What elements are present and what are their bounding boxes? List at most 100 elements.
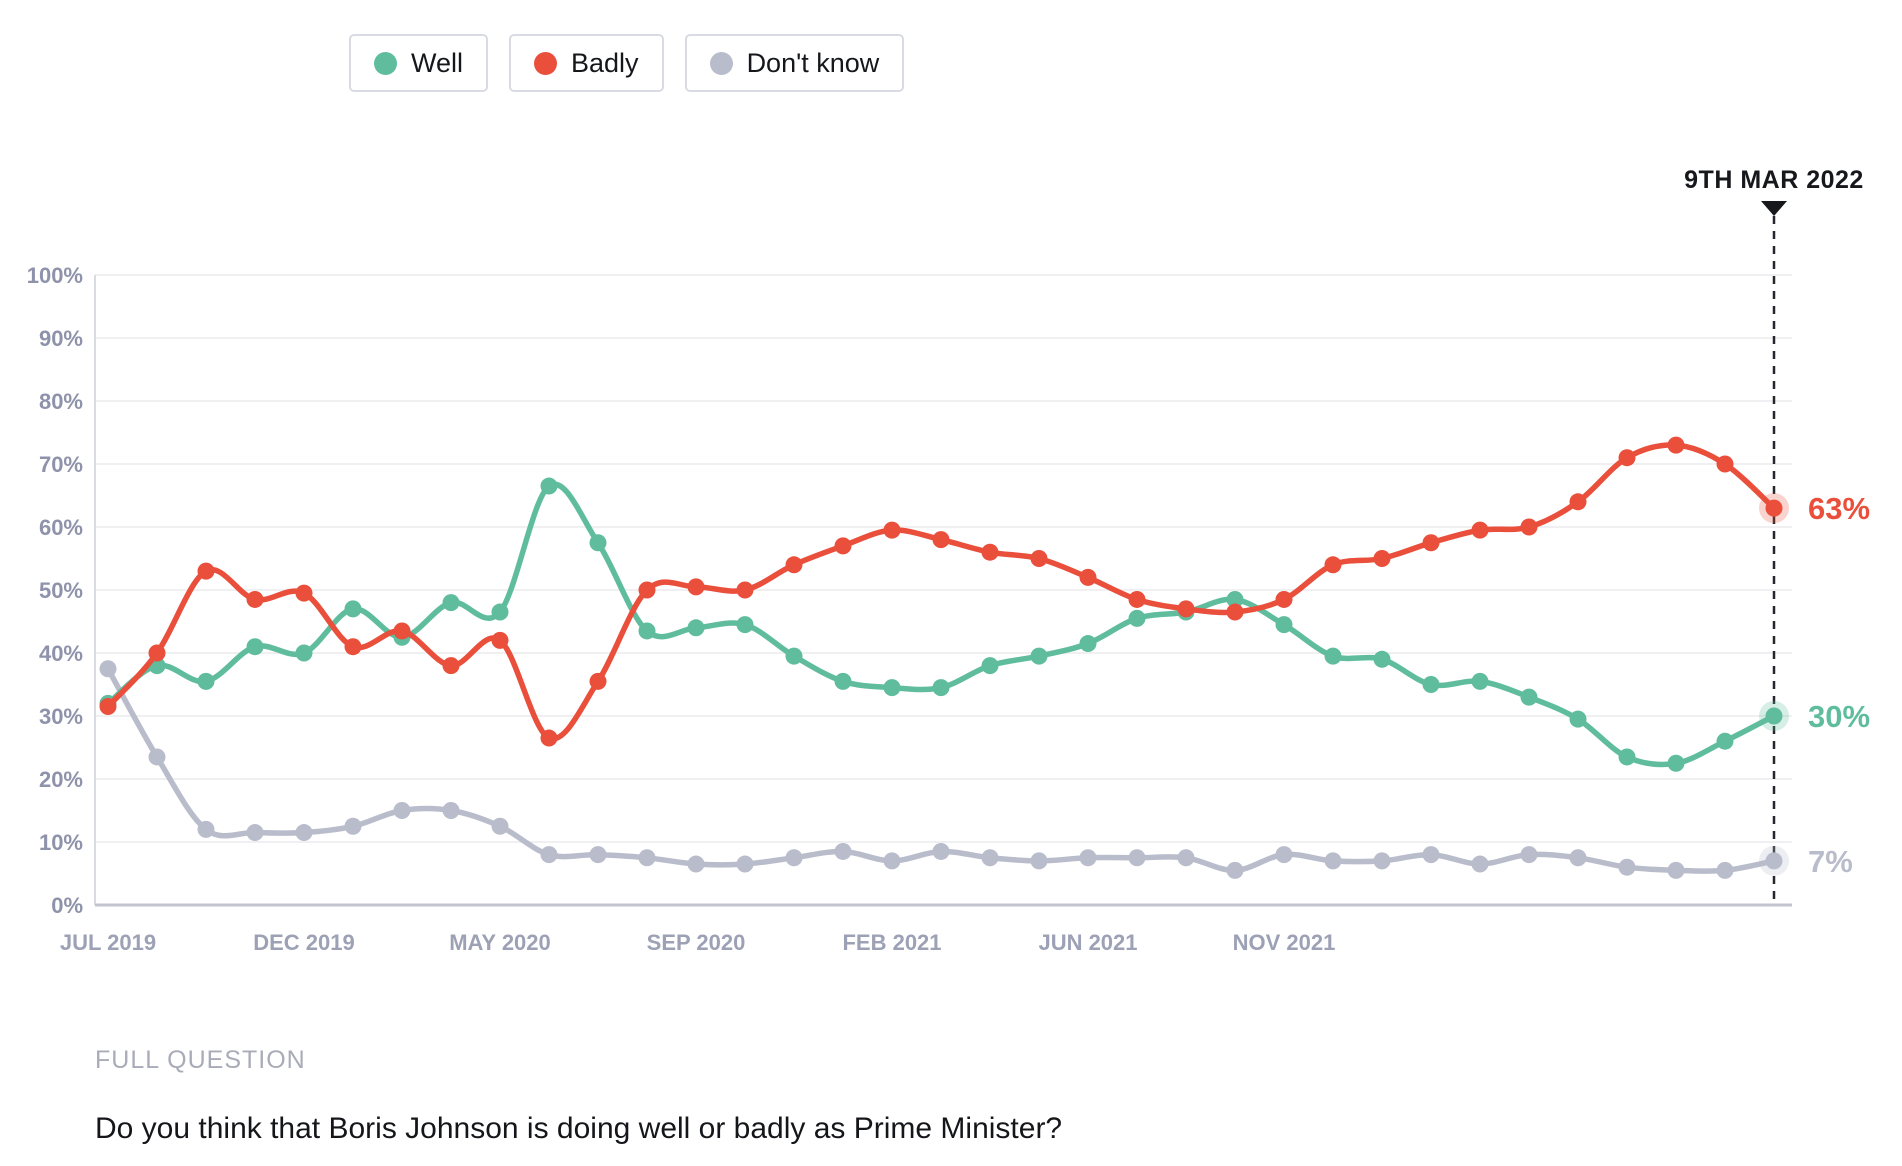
data-point[interactable] xyxy=(1520,846,1538,864)
data-point[interactable] xyxy=(393,622,411,640)
data-point[interactable] xyxy=(1471,855,1489,873)
data-point[interactable] xyxy=(1275,616,1293,634)
data-point[interactable] xyxy=(1177,849,1195,867)
data-point[interactable] xyxy=(932,679,950,697)
data-point[interactable] xyxy=(1128,590,1146,608)
data-point[interactable] xyxy=(736,616,754,634)
data-point[interactable] xyxy=(1324,556,1342,574)
data-point[interactable] xyxy=(1520,688,1538,706)
data-point[interactable] xyxy=(1765,499,1783,517)
data-point[interactable] xyxy=(736,581,754,599)
data-point[interactable] xyxy=(99,660,117,678)
data-point[interactable] xyxy=(687,578,705,596)
data-point[interactable] xyxy=(1226,590,1244,608)
data-point[interactable] xyxy=(442,594,460,612)
data-point[interactable] xyxy=(981,543,999,561)
data-point[interactable] xyxy=(148,644,166,662)
data-point[interactable] xyxy=(1569,493,1587,511)
data-point[interactable] xyxy=(1667,436,1685,454)
data-point[interactable] xyxy=(197,672,215,690)
data-point[interactable] xyxy=(1324,852,1342,870)
data-point[interactable] xyxy=(883,521,901,539)
data-point[interactable] xyxy=(589,672,607,690)
data-point[interactable] xyxy=(736,855,754,873)
data-point[interactable] xyxy=(1569,849,1587,867)
data-point[interactable] xyxy=(1030,852,1048,870)
data-point[interactable] xyxy=(442,657,460,675)
data-point[interactable] xyxy=(1422,676,1440,693)
data-point[interactable] xyxy=(344,600,362,618)
data-point[interactable] xyxy=(197,562,215,580)
data-point[interactable] xyxy=(1520,518,1538,536)
legend-item-well[interactable]: Well xyxy=(349,34,489,92)
data-point[interactable] xyxy=(99,698,117,716)
data-point[interactable] xyxy=(1422,846,1440,864)
data-point[interactable] xyxy=(932,842,950,860)
data-point[interactable] xyxy=(295,824,313,842)
data-point[interactable] xyxy=(1079,635,1097,653)
data-point[interactable] xyxy=(1373,550,1391,567)
data-point[interactable] xyxy=(540,846,558,864)
data-point[interactable] xyxy=(1422,534,1440,552)
legend-item-dont-know[interactable]: Don't know xyxy=(684,34,905,92)
data-point[interactable] xyxy=(1128,849,1146,867)
data-point[interactable] xyxy=(1618,858,1636,876)
data-point[interactable] xyxy=(1471,521,1489,539)
data-point[interactable] xyxy=(1177,600,1195,618)
data-point[interactable] xyxy=(246,824,264,842)
data-point[interactable] xyxy=(785,647,803,665)
data-point[interactable] xyxy=(1765,852,1783,870)
data-point[interactable] xyxy=(1471,672,1489,690)
data-point[interactable] xyxy=(491,631,509,649)
data-point[interactable] xyxy=(148,748,166,766)
data-point[interactable] xyxy=(834,672,852,690)
data-point[interactable] xyxy=(1618,748,1636,766)
data-point[interactable] xyxy=(197,820,215,838)
data-point[interactable] xyxy=(246,638,264,656)
data-point[interactable] xyxy=(1569,710,1587,728)
data-point[interactable] xyxy=(1275,846,1293,864)
data-point[interactable] xyxy=(344,638,362,656)
data-point[interactable] xyxy=(932,531,950,549)
data-point[interactable] xyxy=(1667,754,1685,772)
data-point[interactable] xyxy=(1716,732,1734,750)
data-point[interactable] xyxy=(540,729,558,747)
data-point[interactable] xyxy=(1667,861,1685,879)
data-point[interactable] xyxy=(638,849,656,867)
data-point[interactable] xyxy=(883,679,901,697)
data-point[interactable] xyxy=(540,477,558,495)
data-point[interactable] xyxy=(883,852,901,870)
data-point[interactable] xyxy=(491,603,509,621)
data-point[interactable] xyxy=(1716,455,1734,473)
data-point[interactable] xyxy=(687,855,705,873)
data-point[interactable] xyxy=(1226,603,1244,621)
data-point[interactable] xyxy=(638,581,656,599)
data-point[interactable] xyxy=(785,849,803,867)
data-point[interactable] xyxy=(834,537,852,555)
data-point[interactable] xyxy=(981,657,999,675)
data-point[interactable] xyxy=(1275,590,1293,608)
data-point[interactable] xyxy=(246,590,264,608)
data-point[interactable] xyxy=(1716,861,1734,879)
data-point[interactable] xyxy=(1373,852,1391,870)
data-point[interactable] xyxy=(1079,849,1097,867)
data-point[interactable] xyxy=(442,802,460,819)
data-point[interactable] xyxy=(295,584,313,602)
data-point[interactable] xyxy=(1324,647,1342,665)
data-point[interactable] xyxy=(1030,550,1048,567)
data-point[interactable] xyxy=(638,622,656,640)
data-point[interactable] xyxy=(344,817,362,835)
data-point[interactable] xyxy=(981,849,999,867)
data-point[interactable] xyxy=(1765,707,1783,725)
data-point[interactable] xyxy=(1226,861,1244,879)
data-point[interactable] xyxy=(589,534,607,552)
data-point[interactable] xyxy=(834,842,852,860)
data-point[interactable] xyxy=(1128,609,1146,627)
data-point[interactable] xyxy=(1030,647,1048,665)
data-point[interactable] xyxy=(295,644,313,662)
data-point[interactable] xyxy=(687,619,705,637)
data-point[interactable] xyxy=(1373,650,1391,668)
data-point[interactable] xyxy=(491,817,509,835)
data-point[interactable] xyxy=(393,802,411,819)
